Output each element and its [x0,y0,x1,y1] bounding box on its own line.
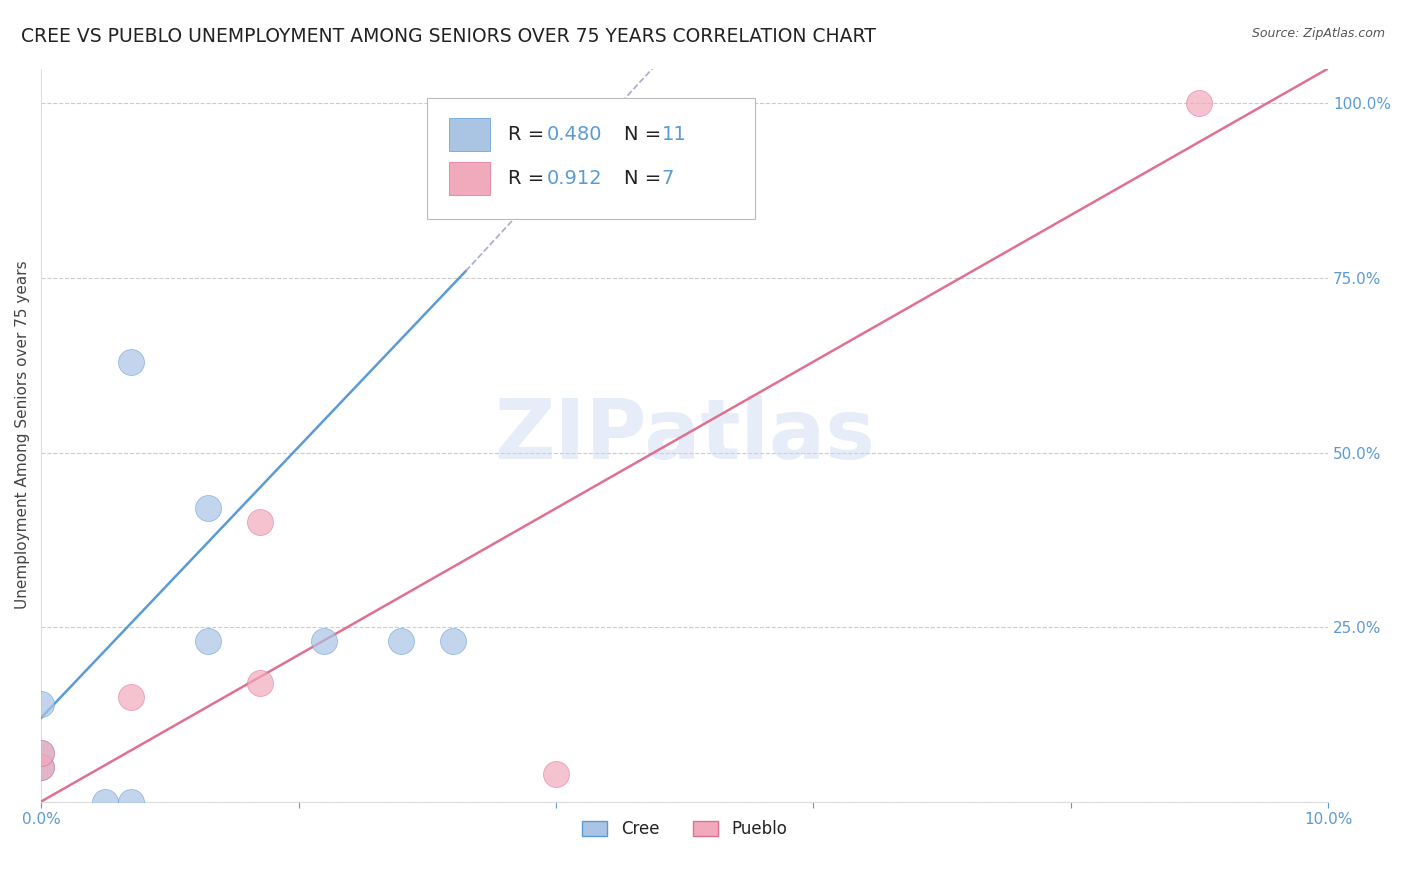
Point [544,766,567,780]
Text: 0.480: 0.480 [547,125,602,144]
Text: ZIPatlas: ZIPatlas [494,394,875,475]
Point [30,697,52,711]
Point [391,634,413,648]
Point [314,634,336,648]
Point [120,355,142,369]
Text: 7: 7 [661,169,673,188]
Text: 0.912: 0.912 [547,169,603,188]
Point [1188,96,1211,111]
Text: N =: N = [624,169,668,188]
Point [120,795,142,809]
Legend: Cree, Pueblo: Cree, Pueblo [576,814,793,845]
Point [249,676,271,690]
Y-axis label: Unemployment Among Seniors over 75 years: Unemployment Among Seniors over 75 years [15,260,30,609]
Text: R =: R = [509,169,557,188]
Text: N =: N = [624,125,668,144]
Text: 11: 11 [661,125,686,144]
Point [249,516,271,530]
Point [441,634,464,648]
Point [30,746,52,760]
FancyBboxPatch shape [427,98,755,219]
FancyBboxPatch shape [449,118,491,151]
Point [197,501,219,516]
Point [30,746,52,760]
Point [197,634,219,648]
Text: R =: R = [509,125,551,144]
Text: CREE VS PUEBLO UNEMPLOYMENT AMONG SENIORS OVER 75 YEARS CORRELATION CHART: CREE VS PUEBLO UNEMPLOYMENT AMONG SENIOR… [21,27,876,45]
Point [120,690,142,704]
Point [30,759,52,773]
Point [94,795,117,809]
FancyBboxPatch shape [449,162,491,195]
Point [30,759,52,773]
Text: Source: ZipAtlas.com: Source: ZipAtlas.com [1251,27,1385,40]
